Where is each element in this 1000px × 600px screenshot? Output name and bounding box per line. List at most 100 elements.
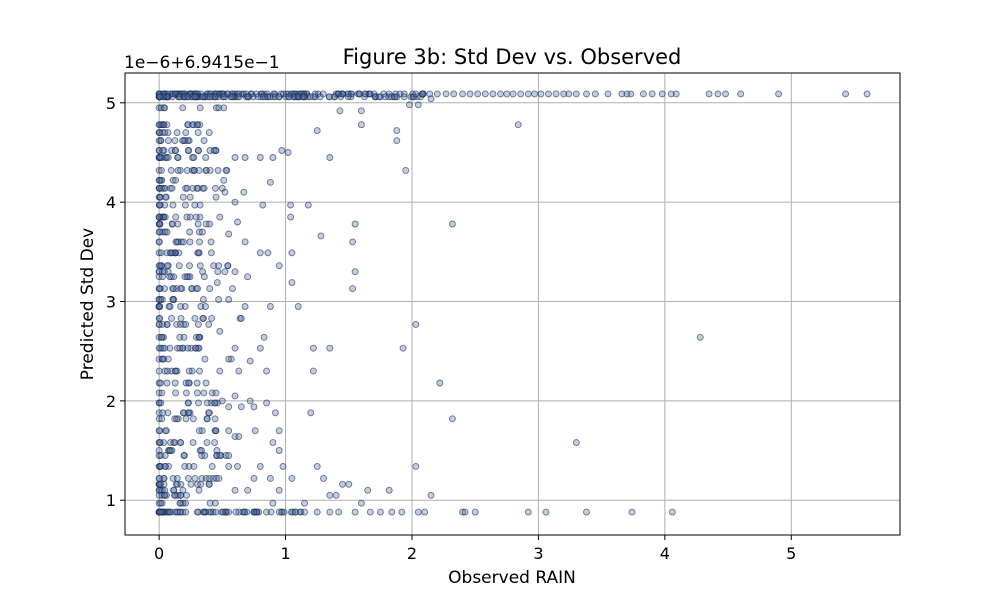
data-point: [288, 249, 296, 257]
data-point: [229, 285, 236, 293]
data-point: [196, 201, 204, 209]
data-point: [219, 508, 227, 516]
data-point: [184, 344, 192, 352]
data-point: [288, 474, 296, 482]
data-point: [560, 90, 568, 98]
data-point: [427, 491, 435, 499]
data-point: [427, 95, 435, 103]
data-point: [167, 166, 175, 174]
data-point: [159, 344, 167, 352]
data-point: [572, 90, 580, 98]
data-point: [294, 93, 302, 101]
data-point: [168, 93, 176, 101]
data-point: [202, 508, 209, 516]
data-point: [183, 213, 191, 221]
data-point: [235, 93, 243, 101]
data-point: [212, 427, 220, 435]
data-point: [193, 508, 201, 516]
data-point: [186, 409, 194, 417]
data-point: [168, 249, 176, 257]
data-point: [385, 486, 393, 494]
data-point: [185, 379, 193, 387]
data-point: [203, 399, 211, 407]
data-point: [156, 201, 163, 209]
data-point: [156, 193, 164, 201]
data-point: [161, 213, 169, 221]
data-point: [161, 184, 169, 192]
data-point: [179, 193, 187, 201]
data-point: [169, 201, 177, 209]
x-tick-label: 5: [786, 544, 796, 563]
data-point: [166, 447, 174, 454]
data-point: [214, 268, 222, 276]
data-point: [169, 176, 177, 184]
data-point: [285, 93, 293, 101]
data-point: [159, 508, 167, 516]
data-point: [351, 268, 359, 276]
data-point: [205, 409, 213, 417]
data-point: [206, 285, 214, 293]
data-point: [216, 367, 224, 375]
data-point: [179, 104, 187, 112]
data-point: [316, 93, 324, 101]
data-point: [203, 439, 211, 447]
y-tick-label: 4: [106, 193, 116, 212]
data-point: [193, 379, 201, 387]
data-point: [166, 508, 174, 516]
data-point: [481, 90, 489, 98]
data-point: [205, 480, 213, 488]
data-point: [517, 90, 525, 98]
data-point: [189, 439, 197, 447]
data-point: [421, 508, 429, 516]
data-point: [156, 439, 164, 447]
data-point: [198, 447, 205, 454]
data-point: [412, 90, 420, 98]
data-point: [326, 344, 334, 352]
data-point: [275, 93, 283, 101]
data-point: [155, 129, 163, 137]
data-point: [157, 333, 165, 341]
data-point: [414, 101, 422, 109]
data-point: [202, 379, 210, 387]
data-point: [155, 166, 163, 174]
data-point: [211, 184, 219, 192]
data-point: [209, 474, 217, 482]
data-point: [301, 499, 308, 507]
data-point: [157, 480, 165, 488]
data-point: [173, 367, 181, 375]
data-point: [212, 508, 220, 516]
data-point: [212, 147, 220, 154]
data-point: [158, 389, 166, 397]
data-point: [216, 327, 224, 335]
data-point: [310, 93, 318, 101]
data-point: [241, 508, 249, 516]
data-point: [240, 188, 248, 196]
data-point: [696, 333, 704, 341]
data-point: [173, 129, 181, 137]
data-point: [450, 90, 458, 98]
data-point: [639, 90, 647, 98]
data-point: [207, 249, 215, 257]
data-point: [194, 285, 202, 293]
data-point: [186, 238, 194, 246]
data-point: [165, 303, 173, 310]
data-point: [351, 508, 359, 516]
data-point: [182, 320, 190, 328]
data-point: [164, 154, 172, 161]
data-point: [163, 379, 171, 387]
data-point: [206, 220, 214, 228]
data-point: [201, 93, 209, 101]
data-point: [182, 389, 190, 397]
data-point: [159, 273, 167, 281]
data-point: [250, 403, 258, 411]
data-point: [195, 333, 203, 341]
data-point: [256, 154, 264, 161]
data-point: [194, 320, 202, 328]
data-point: [215, 296, 223, 303]
data-point: [195, 399, 202, 407]
data-point: [436, 379, 444, 387]
data-point: [263, 399, 271, 407]
data-point: [200, 273, 208, 281]
data-point: [173, 344, 181, 352]
data-point: [156, 427, 164, 435]
